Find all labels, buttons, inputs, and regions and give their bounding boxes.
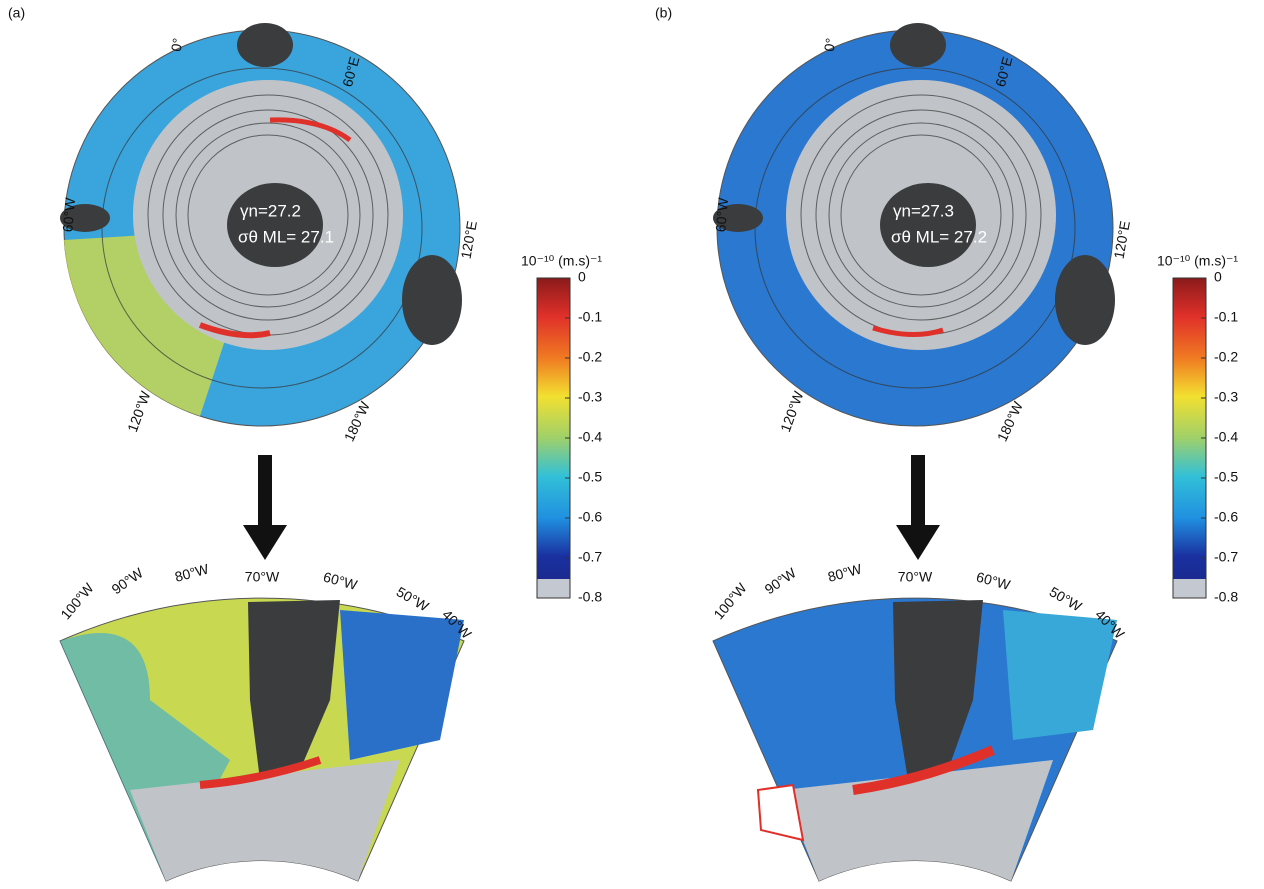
colorbar-tick-label: -0.6 [1214,509,1238,525]
panel-a-maps [60,23,464,881]
longitude-label: 80°W [173,560,211,585]
colorbar-tick-label: -0.7 [1214,549,1238,565]
colorbar-tick-label: -0.3 [578,389,602,405]
longitude-label: 50°W [394,583,432,614]
arrow [911,455,925,527]
colorbar-tick-label: -0.7 [578,549,602,565]
longitude-label: 100°W [710,579,750,622]
figure: (a)0°60°E60°W120°E120°W180°W100°W90°W80°… [0,0,1264,889]
panel-label: (a) [8,5,25,21]
longitude-label: 80°W [826,560,864,585]
map-region [340,610,464,760]
panel-b-maps [713,23,1117,881]
colorbar-tick-label: -0.5 [578,469,602,485]
longitude-label: 0° [821,37,839,53]
antarctica [880,183,976,267]
colorbar-tick-label: 0 [578,269,586,285]
colorbar-unit: 10⁻¹⁰ (m.s)⁻¹ [521,253,602,269]
longitude-label: 60°W [59,196,78,232]
colorbar-tick-label: -0.3 [1214,389,1238,405]
longitude-label: 120°E [1111,220,1133,260]
land [890,23,946,67]
annotation: σθ ML= 27.1 [238,227,334,246]
land [237,23,293,67]
colorbar-tick-label: -0.4 [1214,429,1238,445]
colorbar-unit: 10⁻¹⁰ (m.s)⁻¹ [1157,253,1238,269]
colorbar-tick-label: 0 [1214,269,1222,285]
colorbar-tick-label: -0.8 [1214,589,1238,605]
colorbar-tick-label: -0.1 [578,309,602,325]
longitude-label: 60°W [975,569,1013,594]
longitude-label: 90°W [109,564,147,597]
arrow [896,525,940,560]
colorbar-tick-label: -0.6 [578,509,602,525]
colorbar-tick-label: -0.5 [1214,469,1238,485]
longitude-label: 60°W [712,196,731,232]
annotation: σθ ML= 27.2 [891,227,987,246]
land [402,255,462,345]
colorbar-tick-label: -0.2 [1214,349,1238,365]
longitude-label: 70°W [245,569,280,585]
colorbar-tick-label: -0.1 [1214,309,1238,325]
longitude-label: 120°W [777,388,807,434]
land [1055,255,1115,345]
arrow [243,525,287,560]
colorbar-tick-label: -0.2 [578,349,602,365]
longitude-label: 0° [168,37,186,53]
annotation: γn=27.3 [893,201,954,220]
longitude-label: 90°W [762,564,800,597]
longitude-label: 60°W [322,569,360,594]
longitude-label: 120°W [124,388,154,434]
annotation: γn=27.2 [240,201,301,220]
colorbar-tick-label: -0.4 [578,429,602,445]
panel-label: (b) [655,5,672,21]
longitude-label: 120°E [458,220,480,260]
colorbar-tick-label: -0.8 [578,589,602,605]
longitude-label: 100°W [57,579,97,622]
antarctica [227,183,323,267]
longitude-label: 50°W [1047,583,1085,614]
longitude-label: 70°W [898,569,933,585]
arrow [258,455,272,527]
map-region [1003,610,1117,740]
